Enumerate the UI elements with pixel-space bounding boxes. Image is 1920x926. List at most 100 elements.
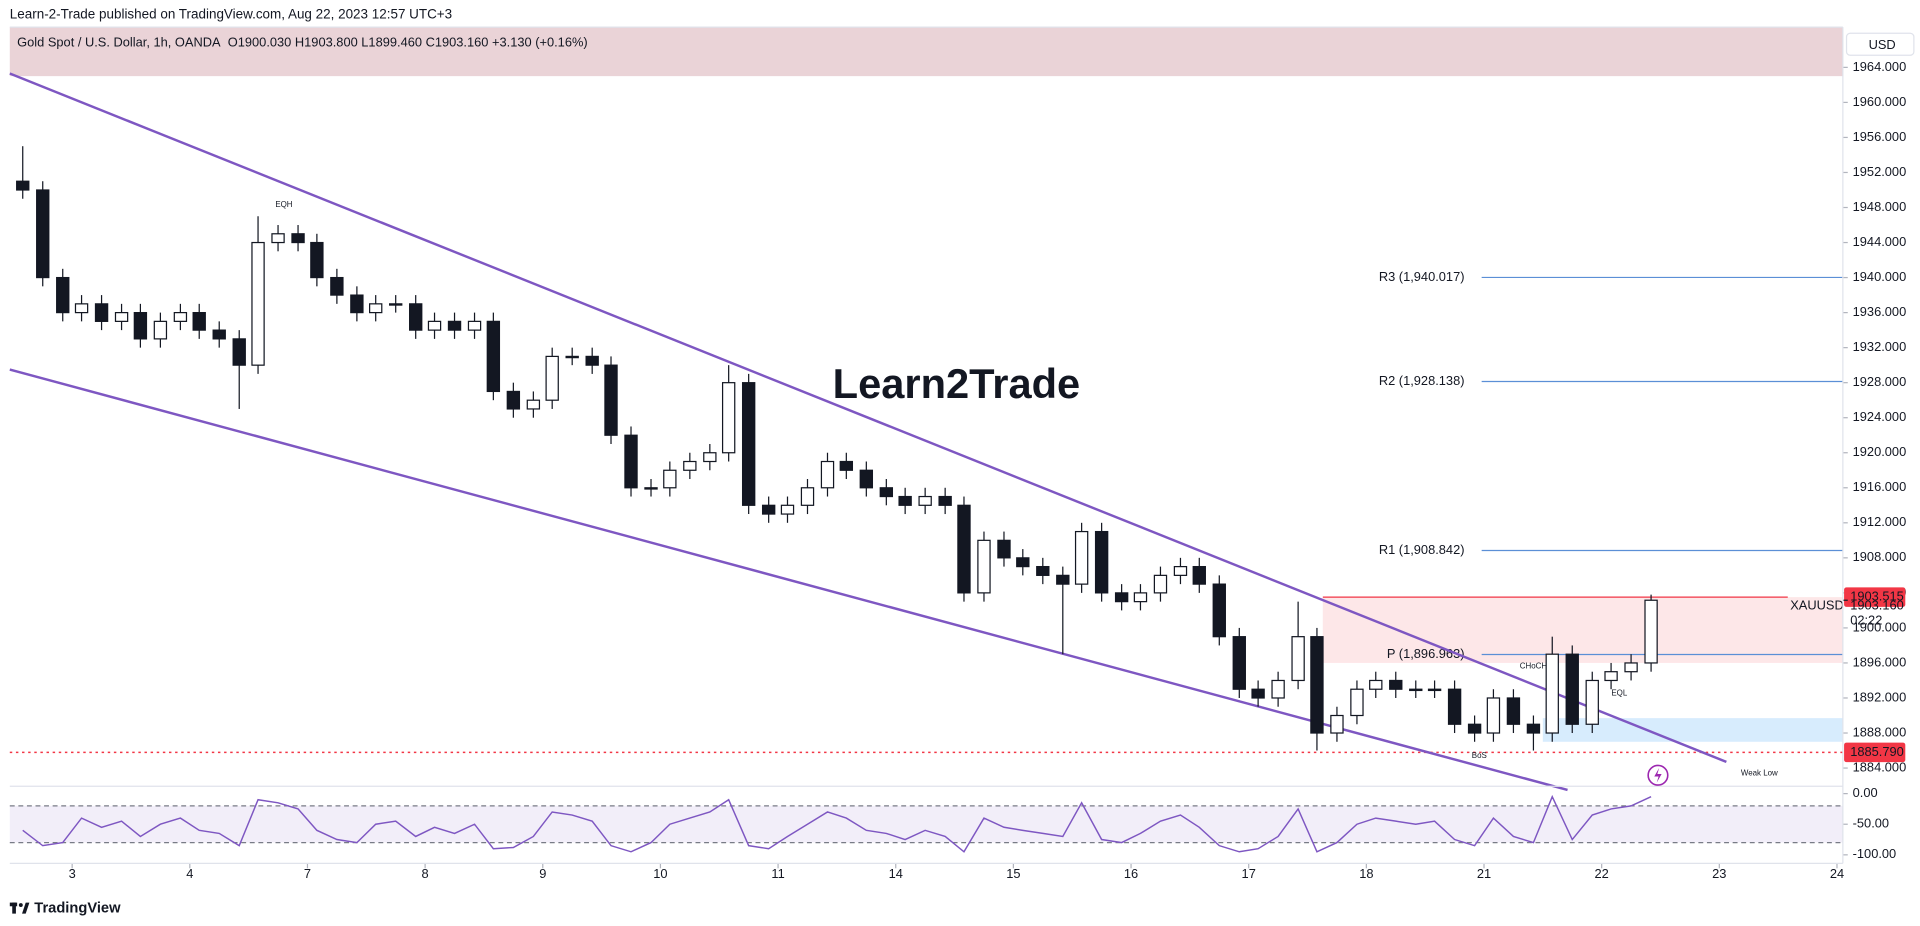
candle-body <box>467 320 482 331</box>
footer-brand: TradingView <box>34 901 121 917</box>
x-tick-label: 18 <box>1359 866 1373 881</box>
candle-body <box>565 355 579 359</box>
candle-body <box>291 233 305 244</box>
y-tick-label: 1960.000 <box>1853 94 1907 109</box>
published-line: Learn-2-Trade published on TradingView.c… <box>10 6 452 21</box>
trendline <box>9 72 1727 764</box>
y-tick-label: 1916.000 <box>1853 479 1907 494</box>
candle-body <box>56 276 70 314</box>
candle-body <box>192 311 206 331</box>
candle-body <box>938 495 952 506</box>
candle-body <box>173 311 188 322</box>
candle-body <box>1350 688 1364 717</box>
zone <box>9 27 1843 77</box>
y-tick-label: 1944.000 <box>1853 234 1907 249</box>
currency[interactable]: USD <box>1869 37 1896 52</box>
x-tick-label: 4 <box>186 866 193 881</box>
ohlc-values: O1900.030 H1903.800 L1899.460 C1903.160 … <box>228 34 588 49</box>
candle-body <box>389 303 403 306</box>
currency-button[interactable] <box>1845 32 1915 56</box>
annotation: EQH <box>275 200 292 209</box>
candle-body <box>997 539 1011 559</box>
candle-body <box>133 311 148 340</box>
candle-body <box>761 504 776 515</box>
y-tick-label: 1948.000 <box>1853 199 1907 214</box>
y-tick-label: 1940.000 <box>1853 269 1907 284</box>
x-tick-label: 16 <box>1124 866 1138 881</box>
x-tick-label: 15 <box>1006 866 1020 881</box>
logo-part <box>22 902 30 914</box>
candle-body <box>703 452 717 463</box>
candle-body <box>1447 688 1462 725</box>
candle-body <box>1173 565 1188 576</box>
x-tick-label: 24 <box>1830 866 1844 881</box>
candle-body <box>644 487 658 490</box>
level-tag <box>1844 742 1906 763</box>
footer-logo <box>9 902 30 914</box>
candle-body <box>16 180 30 191</box>
candle-body <box>1624 662 1638 673</box>
plot-area: Learn2Trade 1884.000 1888.000 1892.000 1896.… <box>9 27 1907 881</box>
y-tick-label: 1964.000 <box>1853 59 1907 74</box>
candle-body <box>310 241 324 279</box>
candle-body <box>585 355 599 366</box>
x-tick-label: 10 <box>653 866 667 881</box>
candle-body <box>506 390 521 410</box>
candle-body <box>1212 583 1226 638</box>
y-tick-label: 1896.000 <box>1853 654 1907 669</box>
x-tick-label: 22 <box>1595 866 1609 881</box>
pivot-label: R3 (1,940.017) <box>1379 269 1465 284</box>
logo-part <box>12 902 16 914</box>
x-tick-label: 17 <box>1242 866 1256 881</box>
candle-body <box>977 539 991 594</box>
candle-body <box>859 469 874 489</box>
candle-body <box>820 460 835 489</box>
x-tick-label: 7 <box>304 866 311 881</box>
last-price-symbol: XAUUSD <box>1790 598 1844 613</box>
x-tick-label: 21 <box>1477 866 1491 881</box>
candle-body <box>330 276 344 296</box>
candle-body <box>1409 688 1423 692</box>
candle-body <box>369 303 383 314</box>
candle-body <box>486 320 501 393</box>
y-tick-label: 1932.000 <box>1853 339 1907 354</box>
candle-body <box>1369 679 1383 690</box>
level-label: 1903.515 <box>1850 589 1904 604</box>
oscillator-tick-label: -50.00 <box>1853 816 1889 831</box>
level-label: 1885.790 <box>1850 744 1904 759</box>
y-tick-label: 1936.000 <box>1853 304 1907 319</box>
alert-bolt <box>1654 767 1662 783</box>
candle-body <box>1094 530 1109 594</box>
x-tick-label: 8 <box>422 866 429 881</box>
candle-body <box>898 495 912 506</box>
y-tick-label: 1928.000 <box>1853 374 1907 389</box>
x-tick-label: 9 <box>539 866 546 881</box>
candle-body <box>839 460 854 471</box>
candle-body <box>1056 574 1070 585</box>
candle-body <box>683 460 697 471</box>
candle-body <box>1016 557 1030 568</box>
y-tick-label: 1920.000 <box>1853 444 1907 459</box>
y-tick-label: 1888.000 <box>1853 724 1907 739</box>
candle-body <box>212 329 226 340</box>
level-tag <box>1844 587 1906 607</box>
candle-body <box>251 241 265 366</box>
candle-body <box>427 320 442 331</box>
candle-body <box>721 382 736 454</box>
candle-body <box>74 303 89 314</box>
candle-body <box>1271 679 1285 699</box>
countdown: 02:22 <box>1850 612 1882 627</box>
candle-body <box>1133 592 1148 603</box>
y-tick-label: 1924.000 <box>1853 409 1907 424</box>
zone <box>1542 718 1843 742</box>
candle-body <box>1074 530 1089 585</box>
trendline <box>9 368 1568 792</box>
candle-body <box>114 311 129 322</box>
candle-body <box>1389 679 1403 690</box>
oscillator-line <box>22 794 1652 853</box>
candle-body <box>780 504 795 515</box>
pivot-label: R2 (1,928.138) <box>1379 373 1465 388</box>
